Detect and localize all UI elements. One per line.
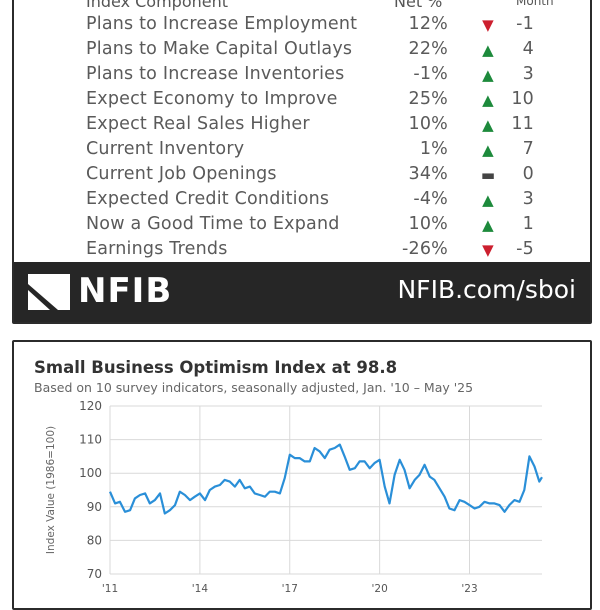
table-row: Expected Credit Conditions -4% ▲ 3 [14,187,590,212]
net-percent: -26% [401,239,448,259]
optimism-chart-card: Small Business Optimism Index at 98.8 Ba… [12,340,592,610]
table-row: Expect Economy to Improve 25% ▲ 10 [14,87,590,112]
month-change: 4 [522,39,534,59]
y-axis-label: Index Value (1986=100) [45,426,57,554]
x-tick-label: '23 [461,583,477,595]
component-name: Plans to Increase Inventories [86,64,345,84]
table-row: Current Inventory 1% ▲ 7 [14,137,590,162]
table-row: Current Job Openings 34% ▬ 0 [14,162,590,187]
net-percent: 22% [408,39,448,59]
component-name: Current Inventory [86,139,245,159]
line-chart: 70 80 90 100 110 120 '11 '14 '17 '20 '23 Index Valu… [45,399,543,595]
table-row: Plans to Increase Inventories -1% ▲ 3 [14,62,590,87]
triangle-up-icon: ▲ [482,141,494,159]
table-row: Now a Good Time to Expand 10% ▲ 1 [14,212,590,237]
x-tick-label: '14 [192,583,209,595]
header-component: Index Component [86,0,229,11]
y-tick-label: 120 [79,399,102,413]
y-tick-label: 80 [87,533,102,547]
table-row: Plans to Make Capital Outlays 22% ▲ 4 [14,37,590,62]
x-tick-label: '20 [372,583,388,595]
y-tick-label: 70 [87,567,102,581]
component-name: Expect Real Sales Higher [86,114,310,134]
triangle-up-icon: ▲ [482,41,494,59]
nfib-logo-icon [28,274,70,310]
month-change: 3 [522,189,534,209]
footer-url-link[interactable]: NFIB.com/sboi [397,275,576,304]
table-header: Index Component Net % Month [14,0,590,11]
triangle-up-icon: ▲ [482,216,494,234]
net-percent: 12% [408,14,448,34]
net-percent: -1% [413,64,448,84]
net-percent: 10% [408,114,448,134]
triangle-up-icon: ▲ [482,66,494,84]
logo-text: NFIB [78,271,173,311]
footer-bar: NFIB NFIB.com/sboi [14,262,590,322]
net-percent: 1% [419,139,448,159]
x-tick-label: '17 [282,583,298,595]
table-row: Plans to Increase Employment 12% ▼ -1 [14,12,590,37]
month-change: 1 [522,214,534,234]
y-tick-label: 100 [79,466,102,480]
triangle-down-icon: ▼ [482,16,494,34]
components-table: Plans to Increase Employment 12% ▼ -1 Pl… [14,12,590,262]
component-name: Now a Good Time to Expand [86,214,340,234]
component-name: Earnings Trends [86,239,228,259]
table-row: Expect Real Sales Higher 10% ▲ 11 [14,112,590,137]
month-change: 11 [511,114,534,134]
series-line [108,443,543,515]
month-change: 0 [522,164,534,184]
month-change: 10 [511,89,534,109]
component-name: Expected Credit Conditions [86,189,330,209]
month-change: 3 [522,64,534,84]
chart-title: Small Business Optimism Index at 98.8 [34,358,398,377]
triangle-down-icon: ▼ [482,241,494,259]
triangle-up-icon: ▲ [482,116,494,134]
table-row: Earnings Trends -26% ▼ -5 [14,237,590,262]
net-percent: 25% [408,89,448,109]
triangle-up-icon: ▲ [482,191,494,209]
dash-icon: ▬ [480,166,496,184]
month-change: -5 [516,239,534,259]
x-tick-label: '11 [102,583,118,595]
net-percent: 10% [408,214,448,234]
month-change: -1 [516,14,534,34]
month-change: 7 [522,139,534,159]
component-name: Expect Economy to Improve [86,89,338,109]
header-month: Month [516,0,554,8]
y-tick-label: 110 [79,433,102,447]
chart-subtitle: Based on 10 survey indicators, seasonall… [34,380,474,395]
triangle-up-icon: ▲ [482,91,494,109]
component-name: Current Job Openings [86,164,277,184]
header-net: Net % [394,0,443,11]
component-name: Plans to Make Capital Outlays [86,39,353,59]
index-components-card: Index Component Net % Month Plans to Inc… [12,0,592,324]
net-percent: -4% [413,189,448,209]
y-tick-label: 90 [87,500,102,514]
net-percent: 34% [408,164,448,184]
component-name: Plans to Increase Employment [86,14,358,34]
